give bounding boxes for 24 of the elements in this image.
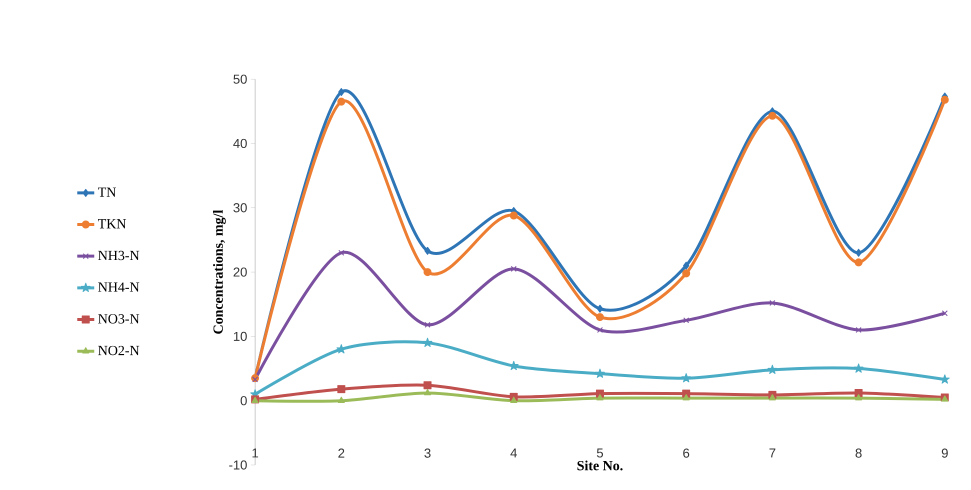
y-tick-label: 0 — [240, 396, 247, 406]
y-tick-label: 50 — [233, 74, 247, 84]
x-axis-title: Site No. — [577, 460, 623, 470]
legend-label: TN — [98, 187, 116, 197]
legend-label: NO3-N — [98, 314, 140, 324]
x-tick-label: 3 — [424, 448, 431, 458]
x-tick-label: 2 — [338, 448, 344, 458]
x-tick-label: 6 — [683, 448, 690, 458]
x-tick-label: 1 — [252, 448, 258, 458]
y-axis-title: Concentrations, mg/l — [213, 210, 226, 334]
legend-label: NO2-N — [98, 346, 140, 356]
y-tick-label: 40 — [233, 138, 247, 148]
x-tick-label: 5 — [596, 448, 604, 458]
legend-label: NH3-N — [98, 250, 140, 260]
y-tick-label: 20 — [234, 267, 247, 277]
y-tick-label: 30 — [233, 203, 247, 212]
x-tick-label: 7 — [769, 448, 776, 458]
y-tick-label: -10 — [229, 460, 247, 470]
x-tick-label: 8 — [856, 448, 862, 458]
legend-label: TKN — [98, 219, 126, 228]
x-tick-label: 4 — [510, 448, 517, 458]
legend-label: NH4-N — [98, 282, 140, 292]
x-tick-label: 9 — [942, 448, 948, 458]
y-tick-label: 10 — [234, 332, 247, 341]
